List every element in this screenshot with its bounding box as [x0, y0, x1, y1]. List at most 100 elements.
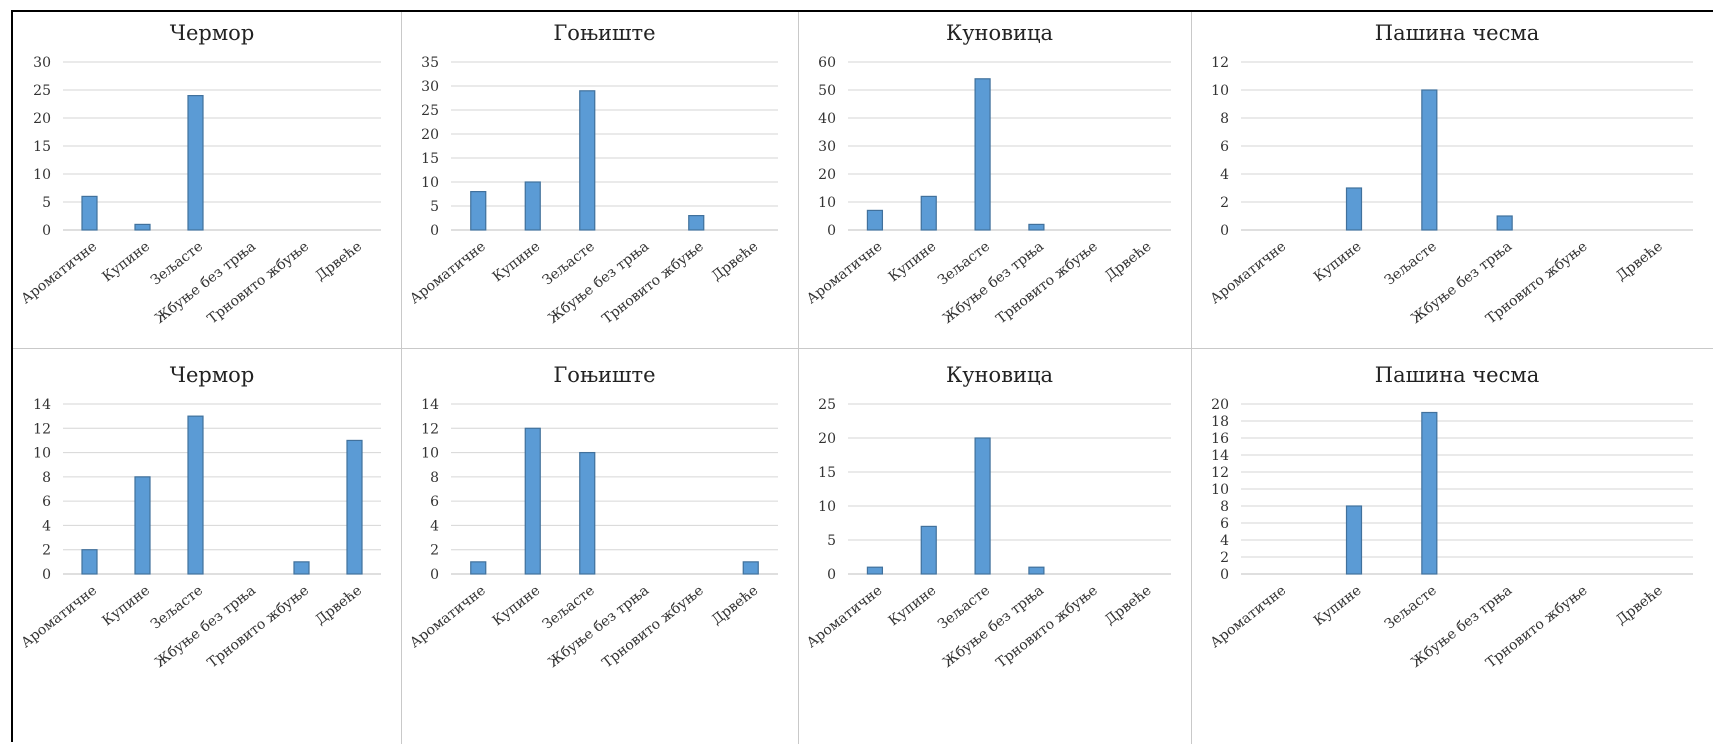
x-category-label: Купине	[1311, 239, 1364, 286]
x-category-label: Дрвеће	[709, 583, 761, 629]
y-tick-label: 18	[1211, 414, 1229, 430]
bar	[293, 561, 310, 575]
y-tick-label: 2	[430, 543, 439, 559]
y-tick-label: 8	[430, 470, 439, 486]
x-category-label: Ароматичне	[18, 239, 100, 308]
bar	[1496, 215, 1513, 231]
panel-divider-vertical	[1191, 12, 1192, 744]
y-tick-label: 0	[1220, 567, 1229, 583]
y-tick-label: 0	[42, 223, 51, 239]
y-tick-label: 12	[421, 421, 439, 437]
bar	[866, 566, 884, 575]
y-tick-label: 4	[1220, 533, 1229, 549]
y-tick-label: 10	[818, 499, 836, 515]
x-category-label: Дрвеће	[313, 583, 365, 629]
x-category-label: Дрвеће	[1614, 583, 1666, 629]
y-tick-label: 60	[818, 55, 836, 71]
bar	[974, 437, 991, 575]
y-tick-label: 0	[827, 223, 836, 239]
y-tick-label: 20	[421, 127, 439, 143]
x-category-label: Купине	[1311, 583, 1364, 630]
y-tick-label: 10	[421, 446, 439, 462]
x-category-label: Ароматичне	[407, 583, 489, 652]
bar	[974, 78, 991, 231]
y-tick-label: 5	[42, 195, 51, 211]
chart-panel: Куновица 0 10 20 30 40 50 60 Ароматичне Купине Зељ…	[798, 12, 1191, 348]
bar	[470, 561, 487, 575]
bar	[1028, 223, 1045, 231]
x-category-label: Дрвеће	[1102, 239, 1154, 285]
bar	[688, 215, 705, 231]
chart-title: Чермор	[170, 21, 255, 45]
y-tick-label: 12	[1211, 55, 1229, 71]
y-tick-label: 40	[818, 111, 836, 127]
chart-title: Гоњиште	[553, 21, 655, 45]
bar	[1028, 566, 1045, 575]
y-tick-label: 2	[42, 543, 51, 559]
y-tick-label: 4	[1220, 167, 1229, 183]
chart-panel: Пашина чесма 0 2 4 6 8 10 12 14 16 18 20 Ароматичне К…	[1191, 348, 1713, 744]
y-tick-label: 12	[1211, 465, 1229, 481]
y-tick-label: 50	[818, 83, 836, 99]
bar	[524, 427, 541, 575]
y-tick-label: 14	[1211, 448, 1229, 464]
x-category-label: Ароматичне	[804, 583, 886, 652]
y-tick-label: 15	[33, 139, 51, 155]
bar	[1421, 89, 1438, 231]
bar	[134, 476, 151, 575]
bar	[1345, 505, 1363, 575]
x-category-label: Купине	[886, 239, 939, 286]
bar	[742, 561, 759, 575]
bar	[579, 451, 596, 575]
y-tick-label: 0	[827, 567, 836, 583]
x-category-label: Дрвеће	[1102, 583, 1154, 629]
x-category-label: Ароматичне	[1207, 583, 1289, 652]
panel-divider-horizontal	[13, 348, 1713, 349]
x-category-label: Купине	[99, 583, 152, 630]
chart-panel: Гоњиште 0 5 10 15 20 25 30 35 Ароматичне Купине Зељ…	[401, 12, 798, 348]
y-tick-label: 16	[1211, 431, 1229, 447]
y-tick-label: 20	[818, 431, 836, 447]
x-category-label: Жбуње без трња	[545, 239, 652, 327]
y-tick-label: 10	[1211, 83, 1229, 99]
x-category-label: Купине	[886, 583, 939, 630]
bar	[1421, 411, 1438, 575]
chart-panel: Чермор 0 5 10 15 20 25 30 Ароматичне Купине Зељаст…	[13, 12, 401, 348]
chart-grid: Чермор 0 5 10 15 20 25 30 Ароматичне Купине Зељаст…	[11, 10, 1713, 744]
chart-title: Гоњиште	[553, 363, 655, 387]
y-tick-label: 8	[1220, 499, 1229, 515]
y-tick-label: 5	[827, 533, 836, 549]
y-tick-label: 6	[1220, 516, 1229, 532]
x-category-label: Ароматичне	[407, 239, 489, 308]
x-category-label: Дрвеће	[1614, 239, 1666, 285]
bar	[346, 439, 363, 575]
x-category-label: Купине	[490, 583, 543, 630]
y-tick-label: 30	[818, 139, 836, 155]
chart-panel: Пашина чесма 0 2 4 6 8 10 12 Ароматичне Купине Зељ…	[1191, 12, 1713, 348]
y-tick-label: 10	[33, 167, 51, 183]
y-tick-label: 10	[818, 195, 836, 211]
y-tick-label: 14	[33, 397, 51, 413]
x-category-label: Купине	[99, 239, 152, 286]
y-tick-label: 0	[430, 567, 439, 583]
bar	[187, 94, 204, 231]
y-tick-label: 2	[1220, 195, 1229, 211]
panel-divider-vertical	[401, 12, 402, 744]
y-tick-label: 6	[42, 494, 51, 510]
x-category-label: Ароматичне	[18, 583, 100, 652]
y-tick-label: 25	[818, 397, 836, 413]
chart-title: Пашина чесма	[1375, 21, 1539, 45]
chart-panel: Чермор 0 2 4 6 8 10 12 14 Ароматичне Купине Зељасте…	[13, 348, 401, 744]
y-tick-label: 20	[33, 111, 51, 127]
y-tick-label: 12	[33, 421, 51, 437]
bar-chart: Пашина чесма 0 2 4 6 8 10 12 Ароматичне Купине Зељ…	[1207, 21, 1693, 327]
y-tick-label: 25	[421, 103, 439, 119]
y-tick-label: 5	[430, 199, 439, 215]
